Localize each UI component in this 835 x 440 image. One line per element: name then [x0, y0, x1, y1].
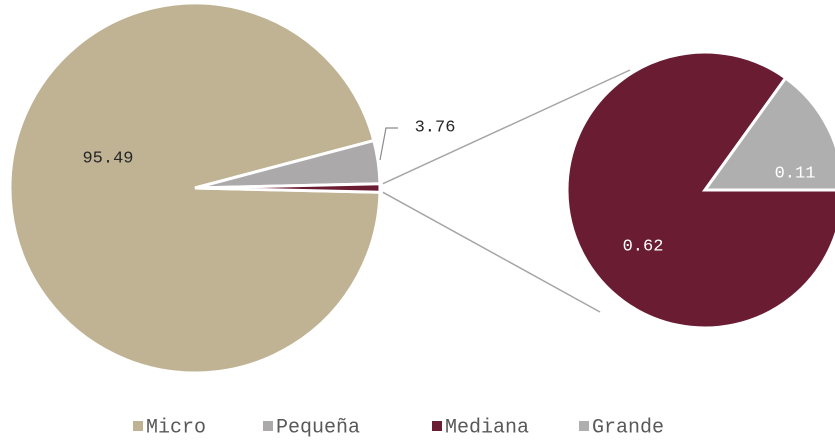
data-label: 0.11 — [775, 164, 816, 183]
legend-swatch — [432, 421, 442, 431]
connector-line — [382, 191, 601, 313]
legend-label: Micro — [146, 416, 206, 439]
data-label: 0.62 — [623, 237, 664, 256]
data-label: 3.76 — [415, 118, 456, 137]
data-label: 95.49 — [82, 149, 133, 168]
legend-label: Grande — [592, 416, 664, 439]
legend-swatch — [133, 421, 143, 431]
pie-slice — [702, 75, 835, 192]
leader-line — [379, 127, 398, 161]
legend-swatch — [579, 421, 589, 431]
legend-label: Mediana — [445, 416, 529, 439]
pie-slice-other — [194, 182, 382, 194]
legend-swatch — [263, 421, 273, 431]
legend-label: Pequeña — [276, 416, 360, 439]
connector-line — [382, 69, 631, 185]
pie-slice — [565, 50, 835, 330]
